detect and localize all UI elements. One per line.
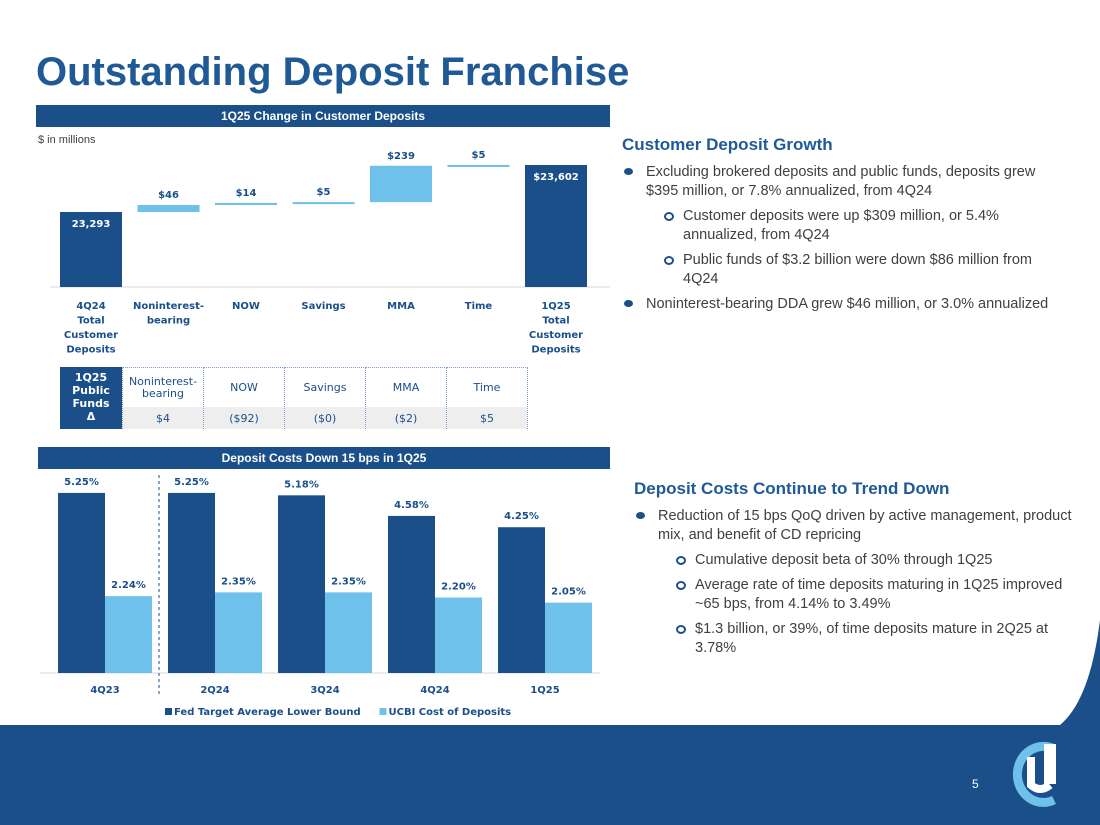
public-funds-value: ($92) [204,407,284,429]
cost-data-label: 2.20% [441,582,476,593]
cost-data-label: 2.35% [331,576,366,587]
public-funds-category: MMA [392,380,420,394]
deposit-costs-bullet: Cumulative deposit beta of 30% through 1… [634,551,1079,570]
waterfall-data-label: $46 [158,190,179,201]
page-title: Outstanding Deposit Franchise [36,50,630,94]
units-note: $ in millions [38,134,96,146]
company-logo [1012,741,1056,807]
cost-data-label: 2.35% [221,576,256,587]
cost-category-label: 4Q23 [90,685,119,696]
cost-bar [58,492,105,673]
waterfall-data-label: $14 [236,188,257,199]
cost-data-label: 5.25% [64,477,99,488]
cost-bar [325,592,372,673]
customer-deposit-growth-panel: Customer Deposit Growth Excluding broker… [622,135,1062,320]
waterfall-bar [60,212,122,287]
deposit-costs-bullet: Average rate of time deposits maturing i… [634,576,1079,614]
waterfall-category-label: Time [465,301,493,312]
waterfall-bar [215,202,277,206]
cost-bar [435,597,482,673]
deposit-growth-bullet: Public funds of $3.2 billion were down $… [622,251,1062,289]
waterfall-bar [370,165,432,203]
public-funds-column: Noninterest-bearing $4 [122,367,204,429]
page-number: 5 [972,777,979,791]
waterfall-category-label: Noninterest-bearing [133,301,204,327]
waterfall-bar [525,165,587,287]
public-funds-value: $5 [447,407,527,429]
waterfall-data-label: $239 [387,151,415,162]
legend-label: Fed Target Average Lower Bound [174,707,361,718]
waterfall-category-label: NOW [232,301,260,312]
waterfall-data-label: $5 [317,187,331,198]
public-funds-column: MMA ($2) [365,367,447,429]
deposit-costs-bullet: Reduction of 15 bps QoQ driven by active… [634,507,1079,545]
public-funds-title: 1Q25 Public Funds Δ [72,371,110,423]
cost-data-label: 2.05% [551,587,586,598]
cost-data-label: 4.25% [504,511,539,522]
public-funds-column: Time $5 [446,367,528,429]
waterfall-category-label: 4Q24 Total Customer Deposits [64,301,118,356]
waterfall-data-label: 23,293 [72,219,111,230]
cost-bar [215,592,262,673]
deposit-costs-bullet: $1.3 billion, or 39%, of time deposits m… [634,620,1079,658]
deposit-growth-bullet: Customer deposits were up $309 million, … [622,207,1062,245]
cost-bar [278,495,325,673]
public-funds-category: Noninterest-bearing [128,374,198,400]
deposit-growth-bullet: Excluding brokered deposits and public f… [622,163,1062,201]
public-funds-value: ($2) [366,407,446,429]
deposit-costs-panel: Deposit Costs Continue to Trend Down Red… [634,479,1079,664]
public-funds-category: NOW [230,380,258,394]
cost-bar [498,527,545,673]
cost-data-label: 2.24% [111,580,146,591]
waterfall-data-label: $23,602 [533,172,579,183]
waterfall-chart: 23,293 4Q24 Total Customer Deposits $46 Nonint… [50,150,610,356]
deposit-costs-chart: 5.25% 2.24% 4Q23 5.25% 2.35% 2Q24 5.18% 2.35% 3Q… [40,475,600,718]
cost-data-label: 5.18% [284,479,319,490]
legend-swatch [165,708,172,715]
waterfall-category-label: 1Q25 Total Customer Deposits [529,301,583,356]
cost-category-label: 2Q24 [200,685,229,696]
public-funds-category: Savings [303,380,347,394]
cost-data-label: 4.58% [394,500,429,511]
deposits-chart-header: 1Q25 Change in Customer Deposits [36,105,610,127]
customer-deposit-growth-heading: Customer Deposit Growth [622,135,833,154]
cost-category-label: 1Q25 [530,685,559,696]
cost-bar [105,596,152,673]
public-funds-value: $4 [123,407,203,429]
costs-chart-header: Deposit Costs Down 15 bps in 1Q25 [38,447,610,469]
waterfall-category-label: Savings [301,301,345,312]
public-funds-value: ($0) [285,407,365,429]
legend-label: UCBI Cost of Deposits [389,707,512,718]
deposit-growth-bullet: Noninterest-bearing DDA grew $46 million… [622,295,1062,314]
public-funds-header: 1Q25 Public Funds Δ [60,367,122,429]
waterfall-data-label: $5 [472,150,486,161]
waterfall-bar [292,202,355,205]
cost-category-label: 3Q24 [310,685,339,696]
public-funds-category: Time [473,380,501,394]
public-funds-column: NOW ($92) [203,367,285,429]
waterfall-category-label: MMA [387,301,415,312]
cost-bar [545,602,592,673]
deposit-costs-heading: Deposit Costs Continue to Trend Down [634,479,950,498]
cost-category-label: 4Q24 [420,685,449,696]
waterfall-bar [137,205,200,213]
public-funds-column: Savings ($0) [284,367,366,429]
legend-swatch [379,708,387,715]
cost-bar [168,492,215,673]
public-funds-table: 1Q25 Public Funds Δ Noninterest-bearing $4 NO… [60,367,528,429]
cost-bar [388,515,435,673]
waterfall-bar [447,165,510,167]
cost-data-label: 5.25% [174,477,209,488]
